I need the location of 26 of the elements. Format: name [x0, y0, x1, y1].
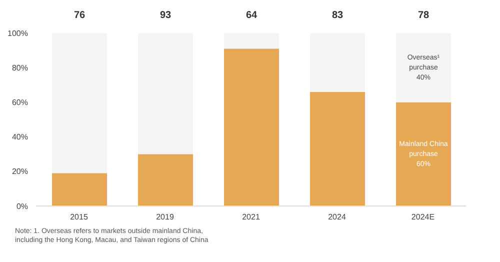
bar	[224, 33, 279, 49]
text: 76	[74, 10, 86, 21]
bar	[138, 33, 193, 154]
bar	[396, 102, 451, 206]
y-tick-label: 0%	[16, 202, 28, 211]
x-tick-label: 2015	[70, 212, 88, 222]
y-tick-label: 80%	[12, 63, 28, 72]
x-tick-label: 2021	[242, 212, 260, 222]
y-tick-label: 100%	[8, 28, 28, 38]
x-tick-label: 2019	[156, 212, 174, 222]
bar	[310, 33, 365, 92]
text: 93	[160, 10, 172, 21]
y-tick-label: 20%	[12, 167, 28, 176]
text: 83	[332, 10, 344, 21]
x-tick-label: 2024E	[411, 212, 435, 222]
bar	[52, 173, 107, 206]
bar	[310, 92, 365, 206]
y-tick-label: 40%	[12, 132, 28, 142]
x-tick-label: 2024	[328, 212, 346, 222]
text: 78	[418, 10, 430, 21]
bar	[396, 33, 451, 102]
bar	[52, 33, 107, 174]
y-tick-label: 60%	[12, 98, 28, 108]
bar	[138, 154, 193, 206]
text: 64	[246, 10, 258, 21]
bar	[224, 48, 279, 206]
